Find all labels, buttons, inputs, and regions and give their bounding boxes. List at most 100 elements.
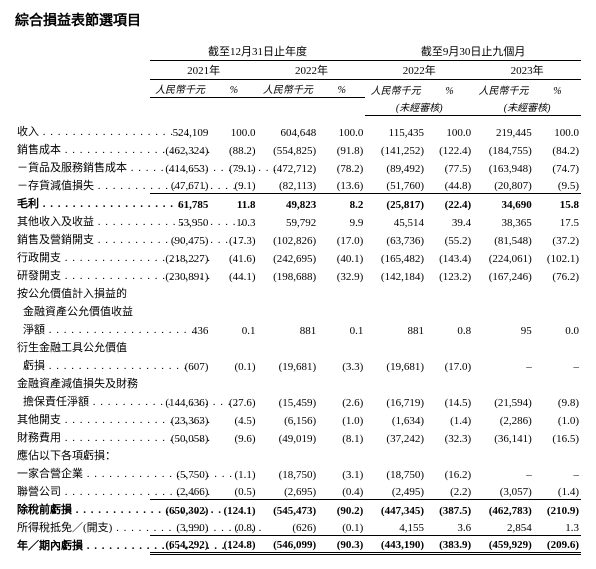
pct-cell: (40.1) xyxy=(318,248,365,266)
row-label: －貨品及服務銷售成本 xyxy=(15,158,150,176)
pct-cell: 3.6 xyxy=(426,518,473,536)
table-row: 虧損(607)(0.1)(19,681)(3.3)(19,681)(17.0)–… xyxy=(15,356,581,374)
row-label: 其他開支 xyxy=(15,410,150,428)
value-cell: (2,495) xyxy=(365,482,426,500)
value-cell: (554,825) xyxy=(258,140,319,158)
unit-hdr: 人民幣千元 xyxy=(258,80,319,98)
value-cell: (6,156) xyxy=(258,410,319,428)
row-label: 擔保責任淨額 xyxy=(15,392,150,410)
pct-cell: 0.1 xyxy=(318,320,365,338)
table-row: 財務費用(50,058)(9.6)(49,019)(8.1)(37,242)(3… xyxy=(15,428,581,446)
pct-hdr: % xyxy=(426,80,473,98)
pct-cell: (143.4) xyxy=(426,248,473,266)
year-2021: 2021年 xyxy=(150,61,258,80)
pct-cell: (9.8) xyxy=(534,392,581,410)
value-cell: (63,736) xyxy=(365,230,426,248)
pct-cell: (9.6) xyxy=(210,428,257,446)
value-cell: (89,492) xyxy=(365,158,426,176)
table-row: －存貨減值損失(47,671)(9.1)(82,113)(13.6)(51,76… xyxy=(15,176,581,194)
unit-hdr: 人民幣千元 xyxy=(473,80,534,98)
pct-cell: (16.5) xyxy=(534,428,581,446)
value-cell: (142,184) xyxy=(365,266,426,284)
row-label: 銷售及營銷開支 xyxy=(15,230,150,248)
value-cell: – xyxy=(473,464,534,482)
value-cell: (163,948) xyxy=(473,158,534,176)
table-row: 擔保責任淨額(144,636)(27.6)(15,459)(2.6)(16,71… xyxy=(15,392,581,410)
table-row: 金融資產公允價值收益 xyxy=(15,302,581,320)
pct-cell: (17.0) xyxy=(426,356,473,374)
pct-cell: 17.5 xyxy=(534,212,581,230)
year-2023: 2023年 xyxy=(473,61,581,80)
pct-cell: (17.0) xyxy=(318,230,365,248)
table-row: 除稅前虧損(650,302)(124.1)(545,473)(90.2)(447… xyxy=(15,500,581,518)
value-cell: 95 xyxy=(473,320,534,338)
unit-hdr: 人民幣千元 xyxy=(150,80,211,98)
pct-cell: – xyxy=(534,356,581,374)
row-label: 按公允價值計入損益的 xyxy=(15,284,150,302)
value-cell: (184,755) xyxy=(473,140,534,158)
row-label: 一家合營企業 xyxy=(15,464,150,482)
value-cell: 115,435 xyxy=(365,122,426,140)
table-row: 銷售成本(462,324)(88.2)(554,825)(91.8)(141,2… xyxy=(15,140,581,158)
table-row: 按公允價值計入損益的 xyxy=(15,284,581,302)
value-cell: (19,681) xyxy=(365,356,426,374)
value-cell: (545,473) xyxy=(258,500,319,518)
value-cell: (462,783) xyxy=(473,500,534,518)
pct-cell: (13.6) xyxy=(318,176,365,194)
value-cell: (141,252) xyxy=(365,140,426,158)
value-cell: 49,823 xyxy=(258,194,319,212)
row-label: 毛利 xyxy=(15,194,150,212)
value-cell: (36,141) xyxy=(473,428,534,446)
pct-cell: (32.9) xyxy=(318,266,365,284)
value-cell: (81,548) xyxy=(473,230,534,248)
pct-cell: (91.8) xyxy=(318,140,365,158)
pct-cell: (90.2) xyxy=(318,500,365,518)
year-2022a: 2022年 xyxy=(258,61,366,80)
pct-cell: (2.6) xyxy=(318,392,365,410)
row-label: 淨額 xyxy=(15,320,150,338)
pct-cell: (123.2) xyxy=(426,266,473,284)
pct-cell: (76.2) xyxy=(534,266,581,284)
value-cell: 45,514 xyxy=(365,212,426,230)
value-cell: (25,817) xyxy=(365,194,426,212)
value-cell: (443,190) xyxy=(365,536,426,554)
table-row: 聯營公司(2,466)(0.5)(2,695)(0.4)(2,495)(2.2)… xyxy=(15,482,581,500)
income-statement-table: 截至12月31日止年度 截至9月30日止九個月 2021年 2022年 2022… xyxy=(15,42,581,555)
value-cell: 38,365 xyxy=(473,212,534,230)
period-header-1: 截至12月31日止年度 xyxy=(150,42,366,61)
value-cell: (2,286) xyxy=(473,410,534,428)
pct-cell: (44.1) xyxy=(210,266,257,284)
value-cell: 219,445 xyxy=(473,122,534,140)
table-row: 淨額4360.18810.18810.8950.0 xyxy=(15,320,581,338)
pct-cell: 0.8 xyxy=(426,320,473,338)
pct-cell: (383.9) xyxy=(426,536,473,554)
unaudited-2: (未經審核) xyxy=(473,98,581,116)
pct-cell: 0.0 xyxy=(534,320,581,338)
value-cell: (18,750) xyxy=(258,464,319,482)
unit-hdr: 人民幣千元 xyxy=(365,80,426,98)
row-label: 金融資產減值損失及財務 xyxy=(15,374,150,392)
value-cell: (20,807) xyxy=(473,176,534,194)
row-label: －存貨減值損失 xyxy=(15,176,150,194)
pct-cell: 100.0 xyxy=(426,122,473,140)
pct-cell: 11.8 xyxy=(210,194,257,212)
value-cell: (546,099) xyxy=(258,536,319,554)
pct-cell: 100.0 xyxy=(318,122,365,140)
value-cell: 4,155 xyxy=(365,518,426,536)
pct-cell: – xyxy=(534,464,581,482)
table-row: 金融資產減值損失及財務 xyxy=(15,374,581,392)
pct-cell: (37.2) xyxy=(534,230,581,248)
pct-cell: (90.3) xyxy=(318,536,365,554)
year-2022b: 2022年 xyxy=(365,61,473,80)
unaudited-1: (未經審核) xyxy=(365,98,473,116)
value-cell: 34,690 xyxy=(473,194,534,212)
value-cell: (16,719) xyxy=(365,392,426,410)
value-cell: (198,688) xyxy=(258,266,319,284)
table-row: 應佔以下各項虧損： xyxy=(15,446,581,464)
row-label: 聯營公司 xyxy=(15,482,150,500)
table-row: 一家合營企業(5,750)(1.1)(18,750)(3.1)(18,750)(… xyxy=(15,464,581,482)
value-cell: (18,750) xyxy=(365,464,426,482)
row-label: 衍生金融工具公允價值 xyxy=(15,338,150,356)
value-cell: 881 xyxy=(365,320,426,338)
value-cell: (167,246) xyxy=(473,266,534,284)
